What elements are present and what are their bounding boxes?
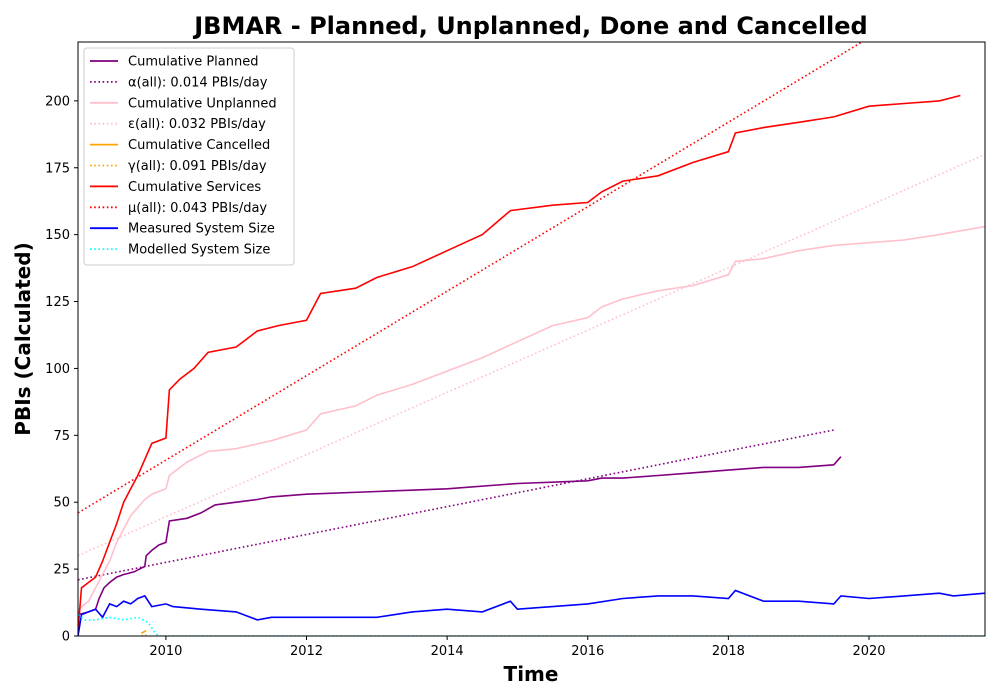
y-tick-label: 200 xyxy=(45,94,70,109)
x-tick-label: 2020 xyxy=(852,644,885,659)
y-tick-label: 150 xyxy=(45,228,70,243)
series-line-7-cumulative-services xyxy=(78,94,961,631)
legend-label-9: Measured System Size xyxy=(128,222,275,237)
x-tick-label: 2014 xyxy=(431,644,464,659)
legend-label-8: μ(all): 0.043 PBIs/day xyxy=(128,201,267,216)
legend-label-1: Cumulative Planned xyxy=(128,55,258,70)
y-tick-label: 25 xyxy=(53,563,70,578)
x-tick-label: 2010 xyxy=(149,644,182,659)
legend-label-10: Modelled System Size xyxy=(128,243,270,258)
y-axis-label: PBIs (Calculated) xyxy=(11,242,35,435)
y-tick-label: 75 xyxy=(53,429,70,444)
legend: Cumulative Planned α(all): 0.014 PBIs/day… xyxy=(83,47,295,266)
series-line-4-all-0-032-pbis-day xyxy=(78,153,985,557)
legend-label-5: Cumulative Cancelled xyxy=(128,138,270,153)
legend-label-7: Cumulative Services xyxy=(128,180,261,195)
series-line-10-modelled-system-size xyxy=(78,613,985,636)
series-line-3-cumulative-unplanned xyxy=(78,225,985,623)
legend-label-2: α(all): 0.014 PBIs/day xyxy=(128,75,268,90)
axes: 2010 2012 2014 2016 2018 2020 0 25 50 75 100 125 150… xyxy=(45,94,885,659)
y-tick-label: 175 xyxy=(45,161,70,176)
y-tick-label: 100 xyxy=(45,362,70,377)
legend-label-3: Cumulative Unplanned xyxy=(128,96,277,111)
series-line-1-cumulative-planned xyxy=(78,456,842,629)
legend-label-4: ε(all): 0.032 PBIs/day xyxy=(128,117,266,132)
series-line-8-all-0-043-pbis-day xyxy=(78,42,863,514)
x-axis-label: Time xyxy=(504,662,559,686)
plot-area xyxy=(78,42,985,636)
legend-label-6: γ(all): 0.091 PBIs/day xyxy=(128,159,267,174)
legend-frame xyxy=(83,47,295,266)
series-line-9-measured-system-size xyxy=(78,589,985,636)
x-tick-label: 2012 xyxy=(290,644,323,659)
x-tick-label: 2018 xyxy=(712,644,745,659)
y-tick-label: 125 xyxy=(45,295,70,310)
series-line-5-cumulative-cancelled xyxy=(140,629,147,635)
x-tick-label: 2016 xyxy=(571,644,604,659)
plot-frame xyxy=(77,41,986,637)
chart-title: JBMAR - Planned, Unplanned, Done and Can… xyxy=(192,12,867,40)
y-tick-label: 0 xyxy=(62,630,70,645)
y-tick-label: 50 xyxy=(53,496,70,511)
